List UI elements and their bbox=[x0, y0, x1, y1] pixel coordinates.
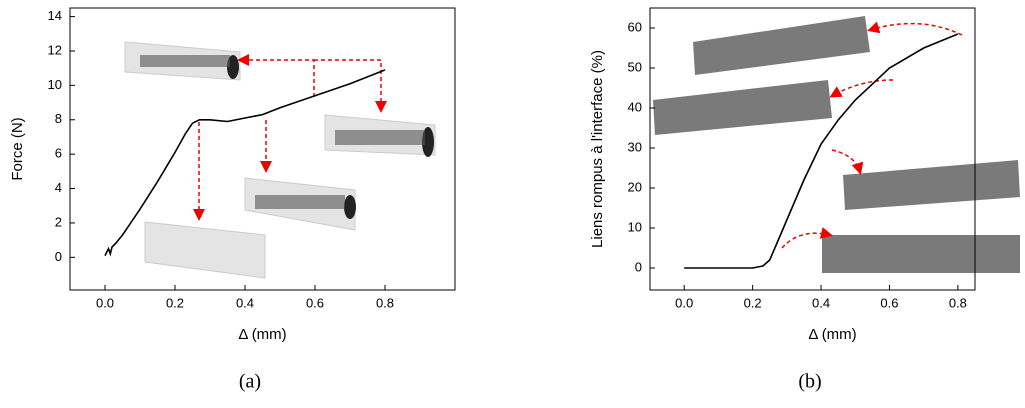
x-tick-label: 0.4 bbox=[236, 295, 254, 310]
x-tick-label: 0.6 bbox=[306, 295, 324, 310]
insets-a bbox=[124, 41, 436, 279]
y-tick-label: 2 bbox=[55, 214, 62, 229]
y-tick-label: 60 bbox=[628, 19, 642, 34]
x-axis-label: Δ (mm) bbox=[238, 326, 286, 343]
x-tick-label: 0.2 bbox=[166, 295, 184, 310]
y-tick-label: 10 bbox=[628, 219, 642, 234]
x-axis-label: Δ (mm) bbox=[808, 326, 856, 343]
plot-frame bbox=[649, 7, 976, 291]
y-tick-label: 4 bbox=[55, 180, 62, 195]
insets-b bbox=[653, 16, 1020, 273]
data-line bbox=[104, 69, 386, 257]
x-tick-label: 0.8 bbox=[376, 295, 394, 310]
y-tick-label: 30 bbox=[628, 139, 642, 154]
y-tick-label: 20 bbox=[628, 179, 642, 194]
x-tick-label: 0.0 bbox=[96, 295, 114, 310]
y-axis-label: Force (N) bbox=[9, 117, 26, 180]
y-tick-label: 0 bbox=[55, 249, 62, 264]
plot-frame bbox=[69, 7, 456, 291]
y-tick-label: 10 bbox=[48, 77, 62, 92]
x-tick-label: 0.2 bbox=[744, 295, 762, 310]
y-tick-label: 8 bbox=[55, 111, 62, 126]
y-tick-label: 14 bbox=[48, 8, 62, 23]
y-tick-label: 40 bbox=[628, 99, 642, 114]
data-line bbox=[684, 33, 959, 269]
y-tick-label: 50 bbox=[628, 59, 642, 74]
x-tick-label: 0.6 bbox=[880, 295, 898, 310]
x-tick-label: 0.8 bbox=[949, 295, 967, 310]
y-axis-label: Liens rompus à l'interface (%) bbox=[589, 50, 606, 248]
caption: (a) bbox=[239, 371, 261, 393]
y-tick-label: 12 bbox=[48, 42, 62, 57]
x-tick-label: 0.0 bbox=[675, 295, 693, 310]
y-tick-label: 0 bbox=[635, 259, 642, 274]
y-tick-label: 6 bbox=[55, 146, 62, 161]
x-tick-label: 0.4 bbox=[812, 295, 830, 310]
caption: (b) bbox=[798, 371, 821, 393]
